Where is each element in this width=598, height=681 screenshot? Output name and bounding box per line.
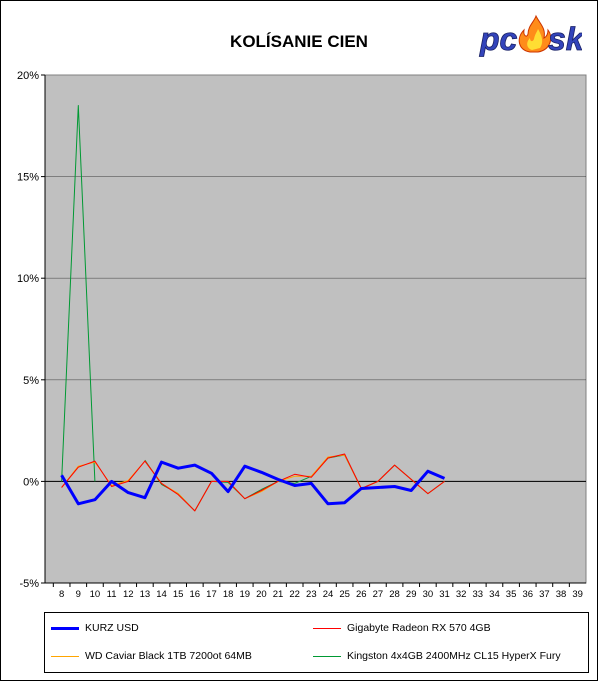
legend-label: Gigabyte Radeon RX 570 4GB [347,622,491,635]
x-tick-label: 13 [140,589,151,600]
x-tick-label: 18 [223,589,234,600]
legend-item-wd-caviar: WD Caviar Black 1TB 7200ot 64MB [51,650,252,662]
series-line-1 [61,453,445,512]
x-tick-label: 38 [556,589,567,600]
legend: KURZ USD Gigabyte Radeon RX 570 4GB WD C… [44,612,589,673]
legend-swatch [51,655,79,657]
x-tick-label: 11 [107,589,117,600]
legend-item-gigabyte: Gigabyte Radeon RX 570 4GB [313,622,491,634]
legend-label: Kingston 4x4GB 2400MHz CL15 HyperX Fury [347,650,561,663]
legend-label: KURZ USD [85,622,139,635]
x-tick-label: 12 [123,589,134,600]
logo-text-left: pc [479,21,518,57]
logo-text-right: sk [548,21,582,57]
x-tick-label: 33 [473,589,484,600]
x-tick-label: 17 [206,589,217,600]
x-tick-label: 27 [373,589,384,600]
y-tick-label: 0% [23,476,39,488]
legend-item-kingston: Kingston 4x4GB 2400MHz CL15 HyperX Fury [313,650,561,662]
y-tick-label: 5% [23,375,39,387]
x-tick-label: 23 [306,589,317,600]
chart-title: KOLÍSANIE CIEN [230,32,368,51]
x-tick-label: 30 [423,589,434,600]
x-tick-label: 10 [90,589,101,600]
y-tick-label: 20% [17,70,39,82]
x-tick-label: 24 [323,589,334,600]
legend-label: WD Caviar Black 1TB 7200ot 64MB [85,650,252,663]
flame-icon [518,14,552,53]
x-tick-label: 39 [572,589,583,600]
x-tick-label: 15 [173,589,184,600]
x-tick-label: 9 [76,589,81,600]
x-tick-label: 26 [356,589,367,600]
x-tick-label: 16 [190,589,201,600]
x-tick-label: 36 [522,589,533,600]
x-tick-label: 8 [59,589,64,600]
x-tick-label: 31 [439,589,450,600]
y-tick-label: -5% [19,578,39,590]
pcesk-logo: pc sk [479,14,582,57]
legend-swatch [313,655,341,657]
x-tick-label: 22 [289,589,300,600]
y-tick-label: 10% [17,273,39,285]
legend-swatch [51,626,79,630]
x-tick-label: 21 [273,589,284,600]
x-tick-label: 28 [389,589,400,600]
x-tick-label: 20 [256,589,267,600]
x-tick-label: 14 [156,589,167,600]
y-tick-label: 15% [17,172,39,184]
legend-swatch [313,627,341,629]
x-tick-label: 29 [406,589,417,600]
x-tick-label: 37 [539,589,550,600]
plot-area [44,74,587,584]
x-tick-label: 19 [239,589,250,600]
legend-item-kurz-usd: KURZ USD [51,622,139,634]
series-line-0 [60,460,446,506]
x-tick-label: 35 [506,589,517,600]
x-tick-label: 32 [456,589,467,600]
x-tick-label: 25 [339,589,350,600]
x-tick-label: 34 [489,589,500,600]
